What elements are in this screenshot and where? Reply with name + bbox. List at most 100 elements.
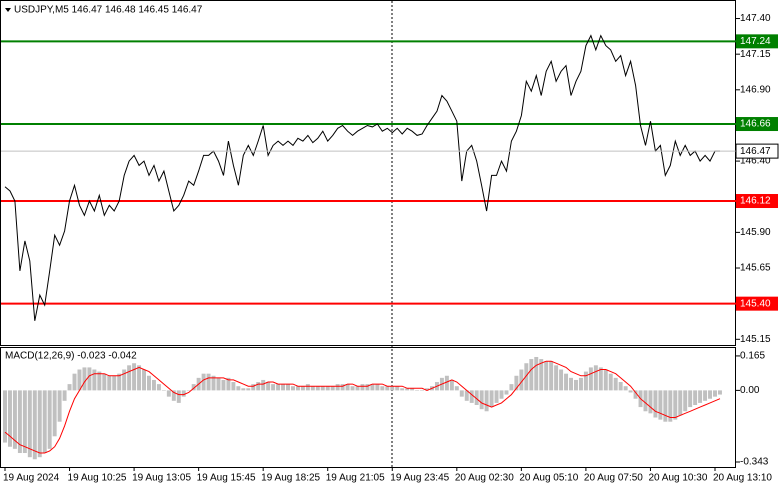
histogram-bar [27,390,32,458]
histogram-bar [112,375,117,391]
histogram-bar [380,386,385,391]
histogram-bar [683,390,688,412]
macd-title: MACD(12,26,9) -0.023 -0.042 [5,351,137,362]
y-tick-label: 145.15 [740,334,771,345]
histogram-bar [82,367,87,391]
histogram-bar [241,388,246,391]
price-frame [0,0,736,346]
histogram-bar [345,384,350,391]
histogram-bar [166,390,171,397]
histogram-bar [375,384,380,391]
histogram-bar [693,390,698,405]
histogram-bar [37,390,42,458]
histogram-bar [444,375,449,391]
histogram-bar [554,365,559,391]
histogram-bar [216,377,221,391]
histogram-bar [504,390,509,395]
histogram-bar [191,384,196,391]
histogram-bar [117,373,122,391]
histogram-bar [201,373,206,391]
histogram-bar [708,390,713,399]
x-tick-label: 20 Aug 10:30 [648,473,707,484]
histogram-bar [181,390,186,397]
histogram-bar [449,379,454,391]
x-tick-label: 19 Aug 21:05 [326,473,385,484]
histogram-bar [717,390,722,395]
histogram-bar [87,367,92,391]
signal-line [4,360,721,454]
histogram-bar [17,390,22,454]
histogram-bar [236,386,241,391]
histogram-bar [161,390,166,391]
histogram-bar [186,390,191,391]
x-tick-label: 20 Aug 07:50 [584,473,643,484]
x-tick-label: 19 Aug 13:05 [132,473,191,484]
histogram-bar [315,386,320,391]
histogram-bar [295,386,300,391]
histogram-bar [102,373,107,391]
histogram-bar [320,386,325,391]
level-label: 146.12 [740,196,771,207]
y-tick-label: 147.40 [740,13,771,24]
histogram-bar [628,390,633,393]
x-tick-label: 19 Aug 2024 [3,473,60,484]
histogram-bar [564,373,569,391]
histogram-bar [489,390,494,408]
histogram-bar [360,384,365,391]
histogram-bar [52,390,57,437]
histogram-bar [156,384,161,391]
histogram-bar [271,384,276,391]
histogram-bar [3,390,7,443]
histogram-bar [310,386,315,391]
y-tick-label: 146.40 [740,156,771,167]
y-tick-label: 146.90 [740,84,771,95]
y-tick-label: 145.90 [740,227,771,238]
histogram-bar [350,386,355,391]
histogram-bar [529,359,534,391]
histogram-bar [454,386,459,391]
histogram-bar [171,390,176,401]
histogram-bar [653,390,658,418]
histogram-bar [519,369,524,391]
histogram-bar [340,384,345,391]
histogram-bar [47,390,52,449]
histogram-bar [464,390,469,401]
histogram-bar [514,375,519,391]
histogram-bar [72,373,77,391]
histogram-bar [573,379,578,391]
histogram-bar [469,390,474,403]
histogram-bar [544,361,549,391]
histogram-bar [484,390,489,412]
histogram-bar [261,379,266,391]
histogram-bar [578,377,583,391]
histogram-bar [335,384,340,391]
histogram-bar [559,369,564,391]
level-label: 147.24 [740,36,771,47]
histogram-bar [673,390,678,420]
price-line [4,34,720,321]
histogram-bar [618,382,623,391]
histogram-bar [221,379,226,391]
histogram-bar [92,369,97,391]
y-tick-label: 0.165 [740,351,765,362]
histogram-bar [405,388,410,391]
histogram-bar [593,365,598,391]
histogram-bar [524,363,529,391]
histogram-bar [211,375,216,391]
level-box [736,194,778,209]
histogram-bar [459,390,464,397]
histogram-bar [539,359,544,391]
histogram-bar [588,367,593,391]
histogram-bar [7,390,12,447]
histogram-bar [325,386,330,391]
histogram-bar [67,384,72,391]
histogram-bar [549,361,554,391]
histogram-bar [142,369,147,391]
histogram-bar [246,388,251,391]
histogram-bar [583,371,588,391]
histogram-bar [127,365,132,391]
histogram-bar [688,390,693,408]
histogram-bar [231,382,236,391]
histogram-bar [62,390,67,401]
histogram-bar [395,386,400,391]
